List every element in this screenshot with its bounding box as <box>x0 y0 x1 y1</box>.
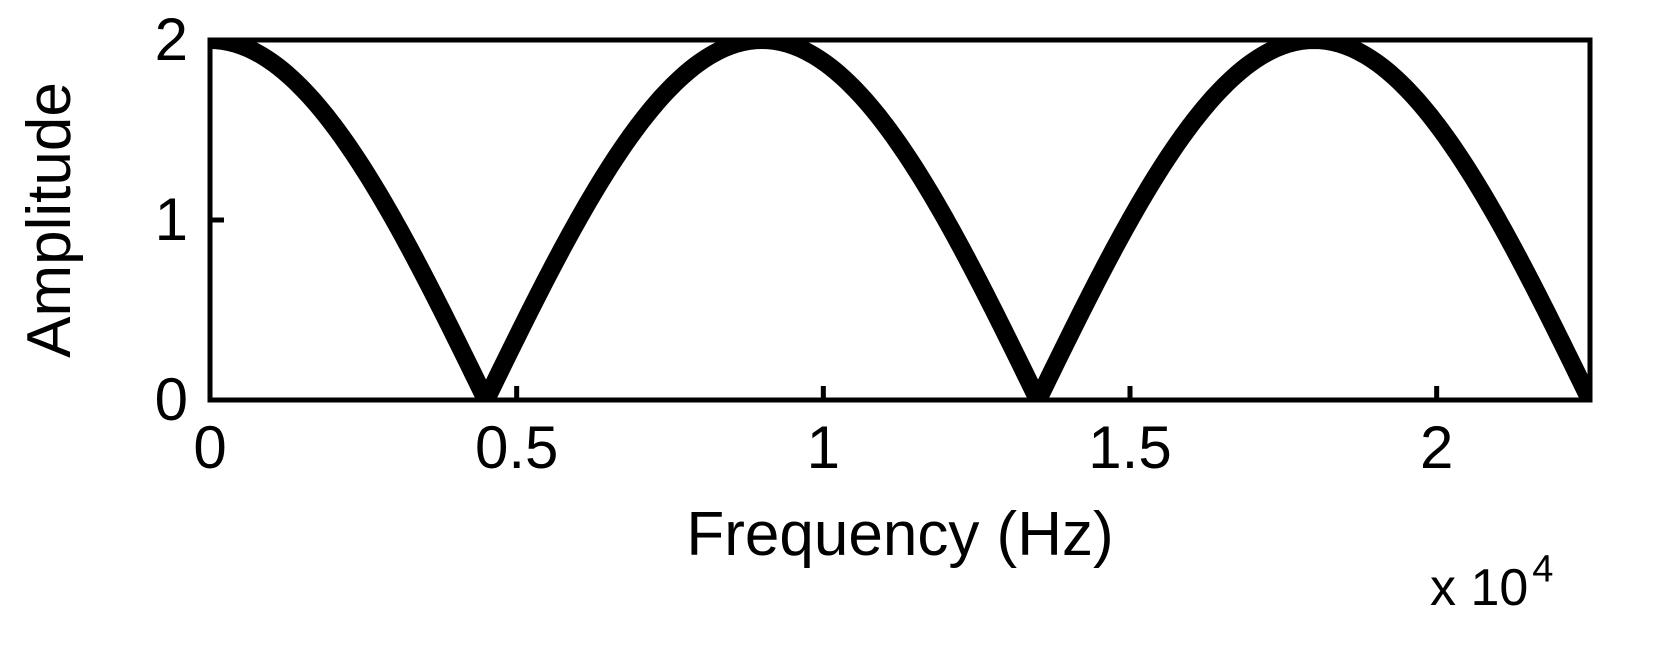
y-tick-label: 2 <box>155 6 188 73</box>
x-tick-label: 1.5 <box>1088 414 1171 481</box>
y-axis-label: Amplitude <box>15 82 84 358</box>
y-tick-label: 1 <box>155 186 188 253</box>
x-tick-label: 0 <box>193 414 226 481</box>
y-tick-label: 0 <box>155 366 188 433</box>
x-tick-label: 1 <box>807 414 840 481</box>
chart-svg: 00.511.52012AmplitudeFrequency (Hz)x 104 <box>0 0 1668 646</box>
x-axis-label: Frequency (Hz) <box>686 500 1113 569</box>
x-tick-label: 0.5 <box>475 414 558 481</box>
x-tick-label: 2 <box>1420 414 1453 481</box>
frequency-amplitude-chart: 00.511.52012AmplitudeFrequency (Hz)x 104 <box>0 0 1668 646</box>
